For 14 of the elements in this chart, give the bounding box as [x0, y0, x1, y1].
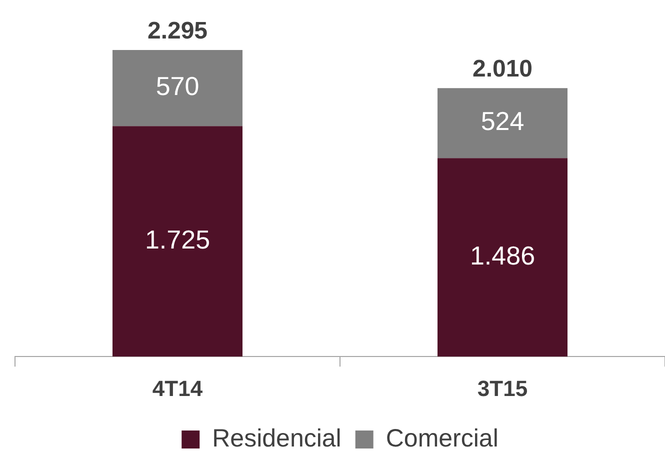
data-label: 1.486: [470, 240, 536, 271]
x-tick-label: 4T14: [152, 376, 204, 401]
legend-label: Residencial: [212, 424, 342, 452]
data-label: 570: [156, 71, 200, 102]
x-tick-label: 3T15: [477, 376, 528, 401]
legend-label: Comercial: [386, 424, 498, 452]
bar: [438, 88, 568, 158]
data-label: 524: [480, 106, 524, 136]
total-label: 2.010: [472, 56, 533, 83]
bar: [438, 158, 568, 357]
total-label: 2.295: [147, 18, 208, 45]
bar: [112, 126, 242, 357]
data-label: 1.725: [144, 224, 210, 255]
bar: [112, 50, 242, 126]
